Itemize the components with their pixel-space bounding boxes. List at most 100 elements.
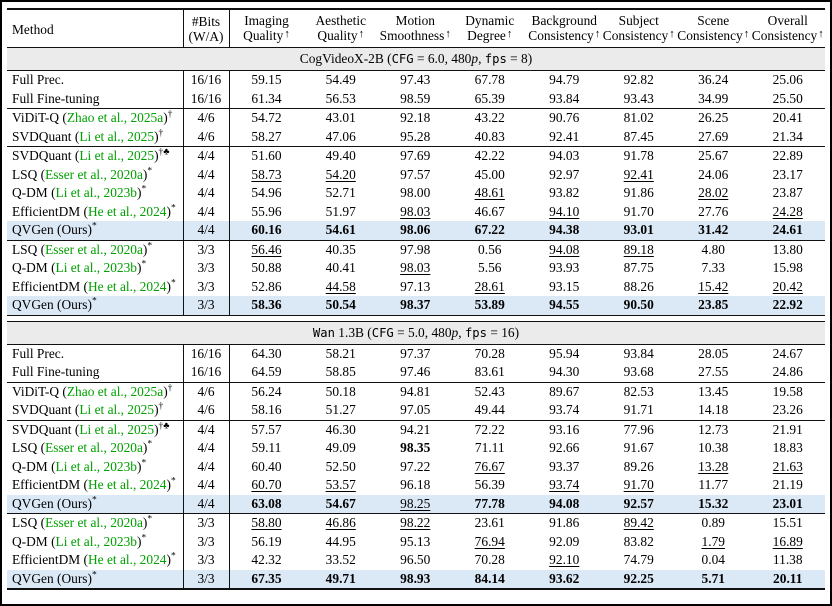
metric-value: 50.88: [251, 260, 282, 275]
metric-value: 97.98: [378, 239, 453, 259]
citation-link[interactable]: Li et al., 2025: [79, 148, 155, 163]
citation-link[interactable]: Esser et al., 2020a: [45, 515, 143, 530]
metric-value: 27.69: [698, 128, 729, 144]
citation-link[interactable]: Li et al., 2025: [79, 402, 155, 417]
metric-value: 56.39: [474, 477, 505, 492]
column-header-line1: Aesthetic: [315, 13, 367, 28]
citation-link[interactable]: He et al., 2024: [88, 552, 167, 567]
citation-link[interactable]: Li et al., 2025: [79, 421, 155, 437]
metric-value: 76.94: [474, 533, 505, 549]
citation-link[interactable]: He et al., 2024: [88, 203, 167, 219]
citation-link[interactable]: Esser et al., 2020a: [45, 241, 143, 257]
metric-value: 49.40: [303, 146, 378, 166]
metric-value: 71.11: [474, 440, 505, 455]
column-header-line1: Subject: [618, 13, 659, 28]
metric-value: 46.86: [303, 513, 378, 533]
column-header-line2: Consistency↑: [751, 28, 824, 43]
metric-value: 92.57: [601, 494, 676, 514]
metric-value: 92.41: [623, 166, 654, 182]
metric-value: 43.01: [303, 108, 378, 128]
method-marker: †: [158, 128, 164, 139]
column-header-line2: Degree↑: [467, 28, 513, 43]
bits-value: 3/3: [182, 277, 230, 296]
metric-value: 23.26: [772, 402, 803, 417]
method-marker: *: [91, 570, 97, 581]
citation-link[interactable]: Esser et al., 2020a: [45, 440, 143, 455]
citation-link[interactable]: Li et al., 2023b: [55, 533, 137, 549]
table-row: SVDQuant (Li et al., 2025)† 4/6 58.27 47.06…: [7, 127, 825, 147]
method-label: EfficientDM (He et al., 2024)*: [12, 203, 176, 219]
table-header: Method #Bits (W/A) Imaging Quality↑ Aesthetic…: [7, 8, 825, 48]
method-marker: *: [91, 221, 97, 232]
method-marker: *: [141, 533, 147, 544]
method-label: EfficientDM (He et al., 2024)*: [12, 476, 176, 492]
metric-value: 24.28: [772, 203, 803, 219]
metric-value: 13.45: [676, 381, 751, 401]
section-title: Wan 1.3B (CFG = 5.0, 480p, fps = 16): [7, 320, 825, 345]
method-label: Q-DM (Li et al., 2023b)*: [12, 458, 147, 474]
metric-value: 94.10: [549, 203, 580, 219]
citation-link[interactable]: Li et al., 2025: [79, 128, 155, 144]
table-row: QVGen (Ours)* 3/3 67.35 49.71 98.93 84.14 93.6…: [7, 569, 825, 590]
metric-value: 72.22: [452, 419, 527, 439]
citation-link[interactable]: Li et al., 2023b: [55, 458, 137, 474]
metric-value: 93.16: [527, 419, 602, 439]
metric-value: 28.05: [698, 345, 729, 361]
citation-link[interactable]: Li et al., 2023b: [55, 185, 137, 200]
section-title-segment: CFG: [391, 52, 414, 66]
metric-value: 93.43: [623, 90, 654, 106]
metric-value: 20.42: [772, 278, 803, 294]
metric-value: 93.74: [549, 477, 580, 492]
metric-value: 4.80: [676, 239, 751, 259]
metric-value: 26.25: [676, 108, 751, 128]
method-marker: †♣: [158, 421, 170, 432]
metric-value: 25.67: [676, 146, 751, 166]
column-header-imaging-quality: Imaging Quality↑: [229, 8, 304, 48]
metric-value: 67.78: [474, 72, 505, 87]
metric-value: 83.82: [623, 533, 654, 549]
citation-link[interactable]: Zhao et al., 2025a: [66, 110, 164, 125]
citation-link[interactable]: Zhao et al., 2025a: [66, 383, 164, 399]
metric-value: 25.50: [772, 90, 803, 106]
column-header-line1: Dynamic: [465, 13, 515, 28]
citation-link[interactable]: Esser et al., 2020a: [45, 166, 143, 182]
bits-value: 16/16: [182, 70, 230, 90]
metric-value: 15.98: [772, 260, 803, 275]
metric-value: 59.11: [251, 440, 282, 455]
metric-value: 56.46: [229, 239, 304, 259]
metric-value: 52.50: [325, 458, 356, 474]
citation-link[interactable]: Li et al., 2023b: [55, 260, 137, 275]
citation-link[interactable]: He et al., 2024: [88, 278, 167, 294]
metric-value: 93.15: [549, 278, 580, 294]
metric-value: 0.56: [452, 239, 527, 259]
metric-value: 98.35: [400, 440, 431, 455]
citation-link[interactable]: He et al., 2024: [88, 477, 167, 492]
method-name: SVDQuant: [12, 148, 72, 163]
bits-value: 4/4: [182, 476, 230, 495]
method-name: QVGen (Ours): [12, 495, 92, 511]
section-title-segment: = 8): [506, 51, 533, 66]
table-row: SVDQuant (Li et al., 2025)† 4/6 58.16 51.27…: [7, 401, 825, 420]
metric-value: 93.68: [623, 364, 654, 379]
metric-value: 34.99: [698, 90, 729, 106]
column-header-line1: Background: [531, 13, 597, 28]
metric-value: 44.95: [325, 533, 356, 549]
metric-value: 22.92: [750, 296, 825, 316]
table-row: Full Fine-tuning 16/16 61.34 56.53 98.59 65.3…: [7, 89, 825, 109]
metric-value: 5.71: [676, 569, 751, 590]
method-name: SVDQuant: [12, 402, 72, 417]
metric-value: 51.27: [325, 402, 356, 417]
section-title-segment: fps: [464, 325, 487, 340]
method-marker: *: [147, 514, 153, 525]
metric-value: 91.71: [623, 402, 654, 417]
method-label: Q-DM (Li et al., 2023b)*: [12, 259, 147, 275]
table-row: LSQ (Esser et al., 2020a)* 4/4 58.73 54.20 9…: [7, 165, 825, 184]
metric-value: 54.61: [303, 221, 378, 240]
metric-value: 51.60: [229, 146, 304, 166]
table-row: QVGen (Ours)* 3/3 58.36 50.54 98.37 53.89 94.5…: [7, 296, 825, 316]
metric-value: 98.03: [400, 203, 431, 219]
table-row: EfficientDM (He et al., 2024)* 4/4 55.96 51…: [7, 202, 825, 221]
method-name: EfficientDM: [12, 552, 81, 567]
metric-value: 89.42: [601, 513, 676, 533]
metric-value: 53.89: [452, 296, 527, 316]
